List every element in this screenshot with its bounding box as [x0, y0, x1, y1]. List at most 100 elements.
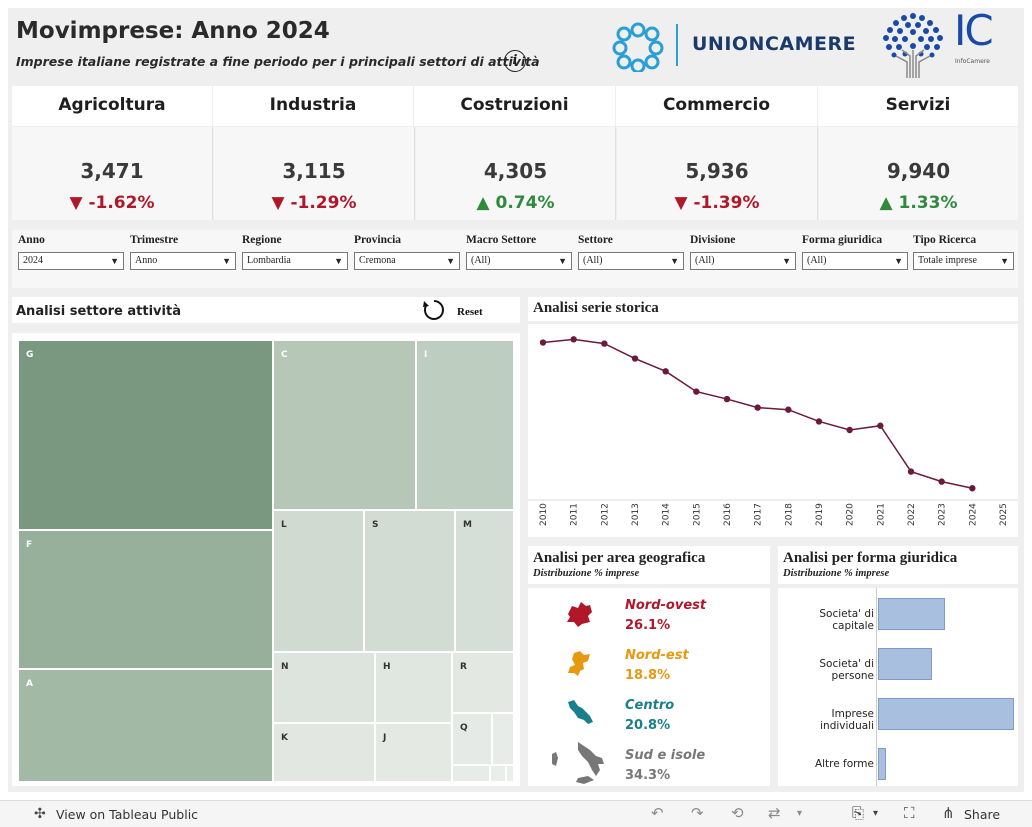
undo-icon[interactable]: ↶: [651, 804, 664, 822]
forma-bar[interactable]: [878, 648, 932, 680]
data-point-2024[interactable]: [969, 485, 976, 492]
treemap-cell-a[interactable]: A: [18, 669, 273, 782]
data-point-2020[interactable]: [846, 426, 853, 434]
filter-forma-giuridica: Forma giuridica (All) ▼: [802, 234, 908, 270]
refresh-icon[interactable]: ⇄: [768, 804, 781, 822]
treemap-cell-s[interactable]: S: [364, 510, 455, 652]
filter-label: Forma giuridica: [802, 234, 883, 246]
settore-select[interactable]: (All) ▼: [578, 252, 684, 270]
data-point-2016[interactable]: [723, 395, 731, 403]
divisione-select[interactable]: (All) ▼: [690, 252, 796, 270]
info-icon[interactable]: i: [504, 50, 526, 72]
regione-select[interactable]: Lombardia ▼: [242, 252, 348, 270]
x-tick-label: 2016: [723, 503, 733, 526]
kpi-label: Commercio: [662, 95, 771, 115]
arrow-up-icon: ▲: [879, 193, 893, 213]
x-tick-label: 2019: [815, 503, 825, 526]
data-point-2010[interactable]: [539, 339, 547, 346]
kpi-change: ▲ 0.74%: [416, 193, 615, 213]
select-value: Totale imprese: [918, 255, 977, 266]
treemap-cell-f[interactable]: F: [18, 530, 273, 669]
treemap-cell-small-1[interactable]: [492, 713, 514, 765]
kpi-change-value: -1.39%: [693, 193, 760, 213]
share-icon[interactable]: ⋔: [942, 804, 955, 822]
data-point-2017[interactable]: [754, 404, 761, 411]
arrow-down-icon: ▼: [69, 193, 83, 213]
treemap-cell-small-3[interactable]: [490, 765, 506, 782]
kpi-label: Agricoltura: [58, 95, 166, 115]
geo-area-name: Nord-est: [625, 648, 689, 663]
filter-label: Divisione: [690, 234, 736, 246]
data-point-2021[interactable]: [877, 422, 884, 429]
treemap-cell-m[interactable]: M: [455, 510, 514, 652]
dropdown-arrow-icon: ▼: [110, 256, 119, 266]
reset-icon[interactable]: [422, 298, 446, 322]
fullscreen-icon[interactable]: ⛶: [904, 804, 915, 822]
data-point-2011[interactable]: [570, 336, 577, 343]
x-tick-label: 2014: [662, 503, 672, 526]
filter-regione: Regione Lombardia ▼: [242, 234, 348, 270]
treemap-cell-h[interactable]: H: [375, 652, 452, 723]
treemap-cell-k[interactable]: K: [273, 723, 375, 782]
sud-isole-map-icon[interactable]: [548, 740, 610, 786]
forma-panel: Societa' di capitale Societa' di persone…: [778, 588, 1018, 786]
treemap-cell-n[interactable]: N: [273, 652, 375, 723]
x-tick-label: 2025: [999, 503, 1009, 526]
page-subtitle: Imprese italiane registrate a fine perio…: [16, 54, 540, 69]
provincia-select[interactable]: Cremona ▼: [354, 252, 460, 270]
select-value: 2024: [23, 255, 43, 266]
macro-settore-select[interactable]: (All) ▼: [466, 252, 572, 270]
select-value: Cremona: [359, 255, 396, 266]
tipo-ricerca-select[interactable]: Totale imprese ▼: [913, 252, 1014, 270]
treemap-cell-g[interactable]: G: [18, 340, 273, 530]
select-value: (All): [695, 255, 715, 266]
share-button[interactable]: Share: [964, 807, 1001, 822]
download-dropdown-icon[interactable]: ▾: [873, 808, 879, 819]
kpi-header-costruzioni: Costruzioni: [414, 86, 615, 126]
redo-icon[interactable]: ↷: [691, 804, 704, 822]
refresh-dropdown-icon[interactable]: ▾: [797, 808, 803, 819]
revert-icon[interactable]: ⟲: [731, 804, 744, 822]
data-point-2013[interactable]: [631, 355, 639, 362]
nord-est-map-icon[interactable]: [566, 649, 592, 677]
anno-select[interactable]: 2024 ▼: [18, 252, 124, 270]
treemap-cell-r[interactable]: R: [452, 652, 514, 713]
data-point-2014[interactable]: [662, 368, 669, 375]
treemap-cell-small-4[interactable]: [506, 765, 514, 782]
data-point-2012[interactable]: [601, 340, 608, 347]
forma-label: Societa' di persone: [819, 658, 874, 682]
data-point-2018[interactable]: [785, 406, 792, 413]
centro-map-icon[interactable]: [566, 698, 594, 726]
forma-bar[interactable]: [878, 598, 945, 630]
filter-macro-settore: Macro Settore (All) ▼: [466, 234, 572, 270]
forma-bar[interactable]: [878, 698, 1014, 730]
nord-ovest-map-icon[interactable]: [564, 600, 594, 628]
view-on-tableau-link[interactable]: View on Tableau Public: [56, 807, 199, 822]
treemap-cell-q[interactable]: Q: [452, 713, 492, 765]
filter-provincia: Provincia Cremona ▼: [354, 234, 460, 270]
kpi-change: ▼ -1.62%: [12, 193, 212, 213]
data-point-2015[interactable]: [693, 388, 700, 395]
treemap-cell-c[interactable]: C: [273, 340, 416, 510]
treemap-cell-j[interactable]: J: [375, 723, 452, 782]
series-line: [542, 338, 973, 489]
select-value: (All): [471, 255, 491, 266]
data-point-2019[interactable]: [815, 418, 823, 425]
cell-label: H: [383, 662, 391, 672]
geo-subtitle: Distribuzione % imprese: [533, 568, 640, 579]
serie-storica-header: [528, 297, 1018, 321]
treemap-cell-small-2[interactable]: [452, 765, 490, 782]
cell-label: I: [424, 350, 428, 360]
download-icon[interactable]: ⎘: [852, 804, 865, 822]
trimestre-select[interactable]: Anno ▼: [130, 252, 236, 270]
data-point-2023[interactable]: [938, 478, 945, 485]
serie-storica-panel: 2010 2011 2012 2013 2014 2015 2016 2017 2018 2019…: [528, 324, 1018, 537]
dropdown-arrow-icon: ▼: [222, 256, 231, 266]
forma-giuridica-select[interactable]: (All) ▼: [802, 252, 908, 270]
treemap-cell-l[interactable]: L: [273, 510, 364, 652]
filter-trimestre: Trimestre Anno ▼: [130, 234, 236, 270]
forma-bar[interactable]: [878, 748, 886, 780]
data-point-2022[interactable]: [907, 468, 915, 475]
treemap-cell-i[interactable]: I: [416, 340, 514, 510]
reset-button[interactable]: Reset: [457, 306, 483, 318]
